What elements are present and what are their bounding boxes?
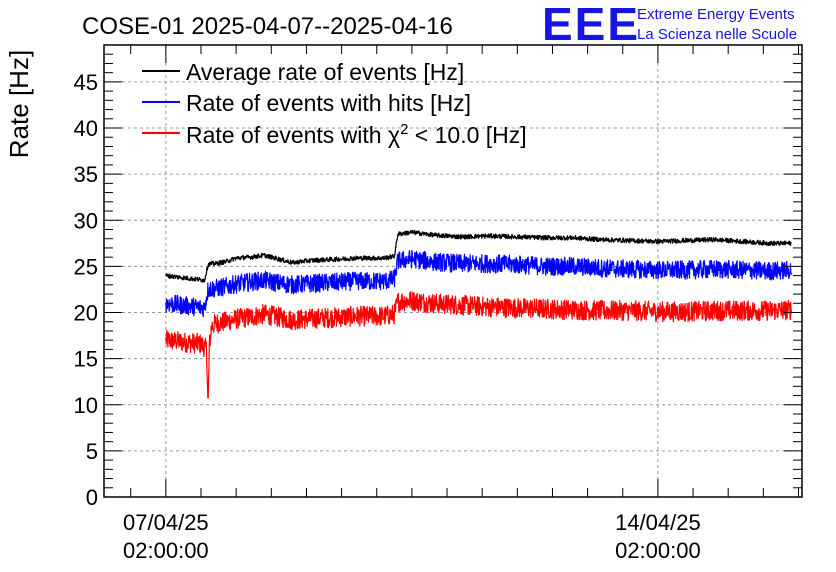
series-layer [165, 229, 793, 399]
grid-lines [104, 45, 802, 497]
eee-logo-line1: Extreme Energy Events [637, 6, 795, 23]
eee-logo-mark: EEE [542, 0, 640, 50]
series-line-hits [165, 249, 793, 318]
x-tick-time-0: 02:00:00 [123, 538, 209, 563]
series-line-average [165, 229, 792, 283]
legend-label-hits: Rate of events with hits [Hz] [186, 90, 471, 116]
legend-label-average: Average rate of events [Hz] [186, 59, 464, 85]
plot-frame [103, 44, 803, 498]
axes [103, 44, 803, 498]
y-tick-label-10: 10 [74, 393, 98, 418]
series-line-chi2 [165, 291, 793, 399]
x-tick-date-1: 14/04/25 [615, 510, 701, 535]
tick-labels: 0 5 10 15 20 25 30 35 40 45 07/04/25 02:00:00 14/04/… [74, 70, 701, 563]
y-axis-label: Rate [Hz] [4, 50, 34, 158]
eee-logo: EEE Extreme Energy Events La Scienza nel… [542, 0, 797, 50]
eee-logo-line2: La Scienza nelle Scuole [637, 26, 797, 43]
chart-title: COSE-01 2025-04-07--2025-04-16 [82, 13, 453, 40]
y-tick-label-30: 30 [74, 208, 98, 233]
y-tick-label-25: 25 [74, 254, 98, 279]
y-tick-label-45: 45 [74, 70, 98, 95]
y-tick-label-35: 35 [74, 162, 98, 187]
y-tick-label-20: 20 [74, 301, 98, 326]
x-tick-time-1: 02:00:00 [615, 538, 701, 563]
legend: Average rate of events [Hz] Rate of even… [142, 59, 527, 148]
legend-label-chi2: Rate of events with χ2 < 10.0 [Hz] [186, 121, 527, 148]
y-tick-label-15: 15 [74, 347, 98, 372]
ticks [104, 44, 802, 498]
x-tick-date-0: 07/04/25 [123, 510, 209, 535]
y-tick-label-40: 40 [74, 116, 98, 141]
y-tick-label-5: 5 [86, 439, 98, 464]
y-tick-label-0: 0 [86, 485, 98, 510]
